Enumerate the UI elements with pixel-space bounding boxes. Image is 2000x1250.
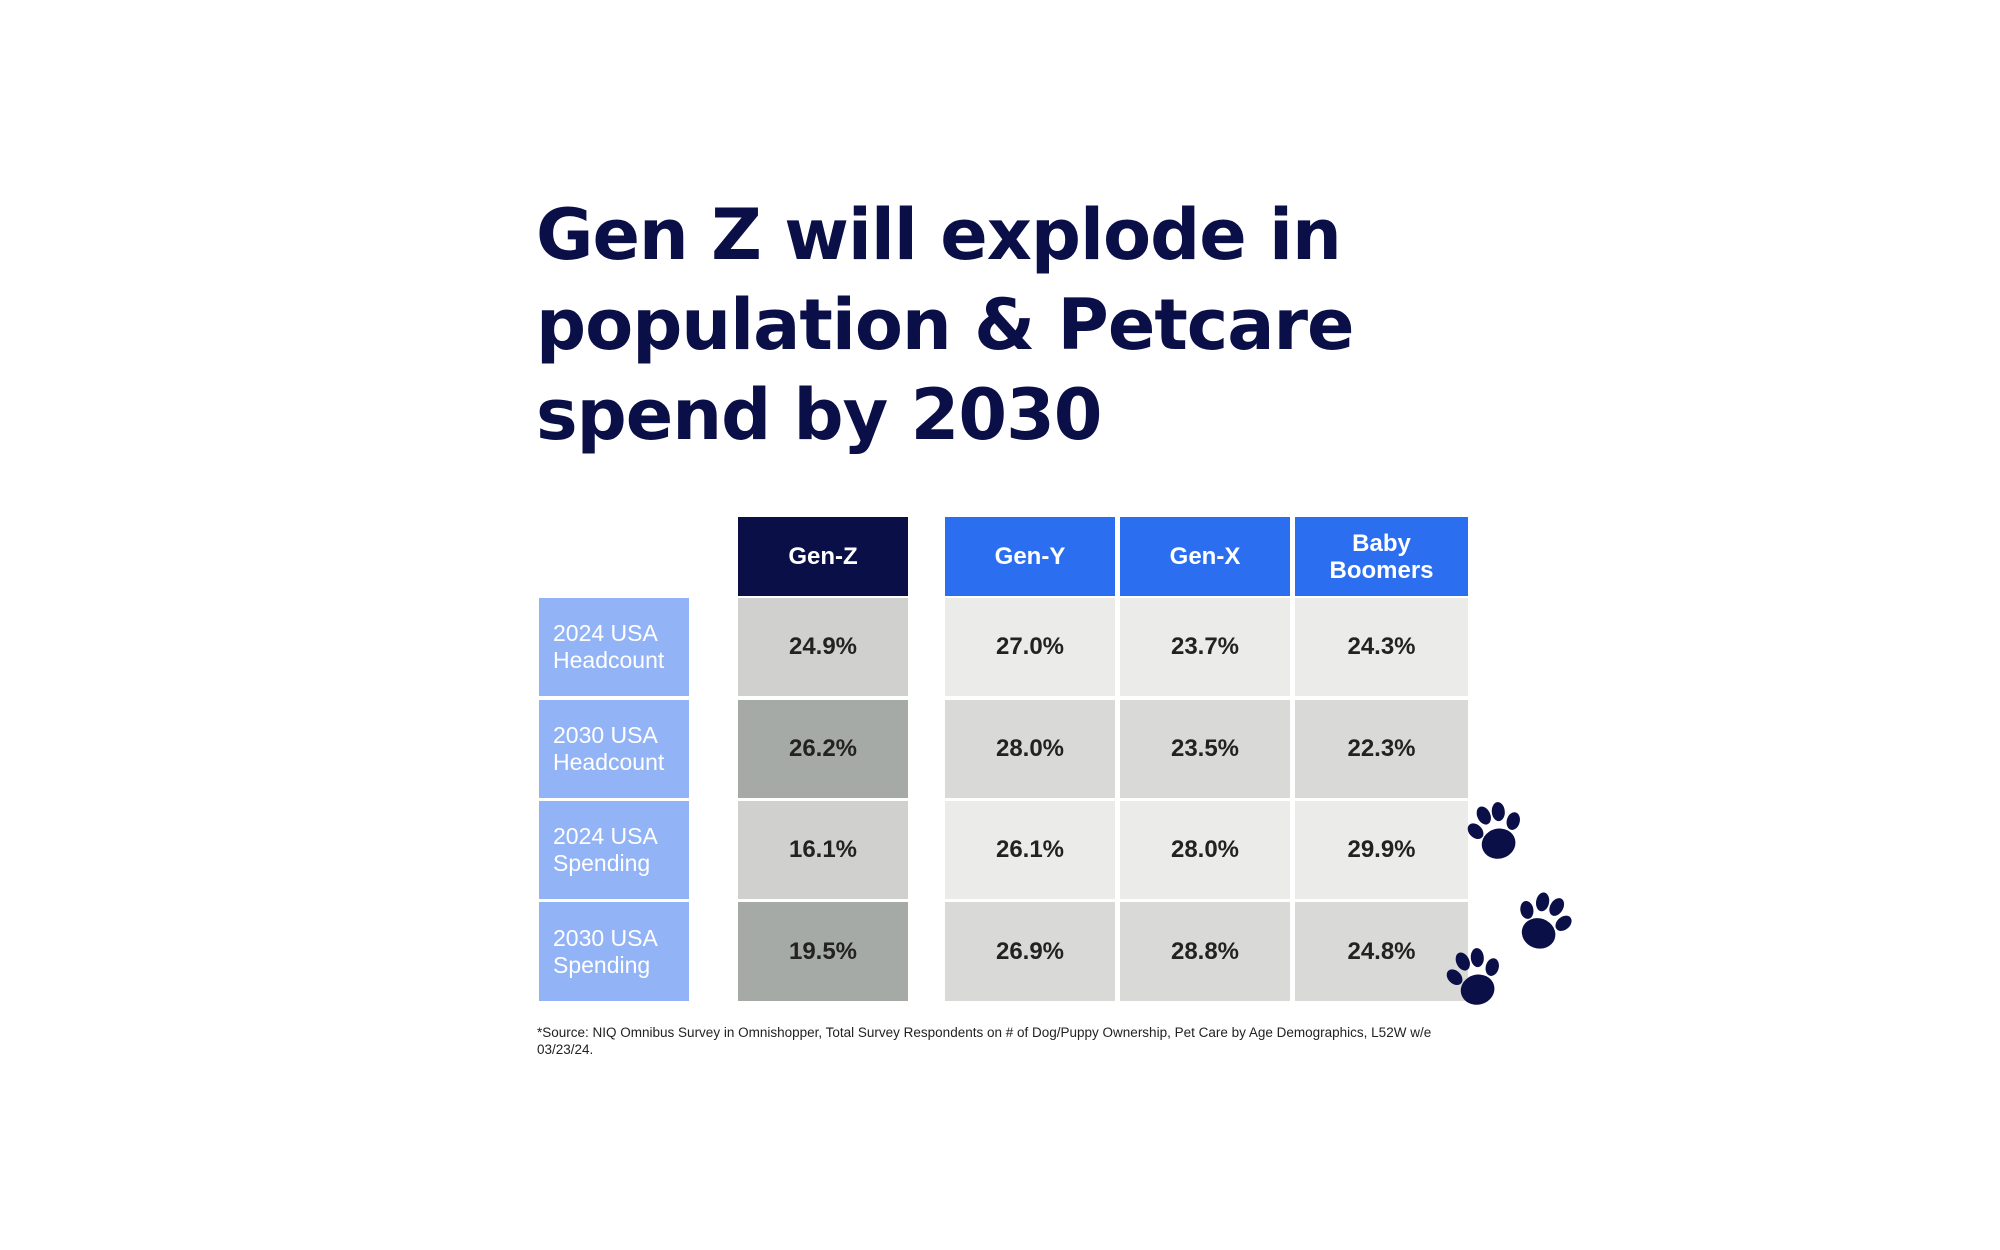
table-cell: 24.3% <box>1295 598 1468 696</box>
source-footnote: *Source: NIQ Omnibus Survey in Omnishopp… <box>537 1024 1477 1058</box>
table-cell: 26.9% <box>945 902 1115 1001</box>
title-line: Gen Z will explode in <box>536 194 1342 276</box>
row-label: 2030 USA Headcount <box>539 700 689 798</box>
row-label-line: 2030 USA <box>553 924 658 951</box>
table-cell: 24.9% <box>738 598 908 696</box>
table-cell: 23.5% <box>1120 700 1290 798</box>
column-header: Gen-X <box>1120 517 1290 596</box>
row-label-line: Headcount <box>553 647 665 673</box>
page-title: Gen Z will explode in population & Petca… <box>536 190 1436 460</box>
column-header-label: Gen-X <box>1169 543 1241 570</box>
footnote-line: 03/23/24. <box>537 1042 594 1057</box>
column-header-label: Baby <box>1352 529 1411 557</box>
column-header: Gen-Z <box>738 517 908 596</box>
row-label-line: Spending <box>553 850 651 876</box>
footnote-line: *Source: NIQ Omnibus Survey in Omnishopp… <box>537 1025 1432 1040</box>
column-header: Gen-Y <box>945 517 1115 596</box>
column-header-label: Gen-Z <box>788 543 858 570</box>
row-label-line: Headcount <box>553 749 665 775</box>
paw-print-icon <box>1506 884 1582 958</box>
table-cell: 29.9% <box>1295 801 1468 899</box>
column-header-label: Gen-Y <box>994 543 1066 570</box>
row-label: 2024 USA Spending <box>539 801 689 899</box>
column-header: Baby Boomers <box>1295 517 1468 596</box>
table-cell: 28.8% <box>1120 902 1290 1001</box>
row-label-line: 2030 USA <box>553 722 658 748</box>
table-cell: 26.2% <box>738 700 908 798</box>
column-header-label: Boomers <box>1329 556 1434 584</box>
row-label-line: Spending <box>553 951 651 978</box>
table-cell: 24.8% <box>1295 902 1468 1001</box>
title-line: spend by 2030 <box>536 374 1103 456</box>
paw-print-icon <box>1438 941 1511 1012</box>
row-label-line: 2024 USA <box>553 620 658 646</box>
table-cell: 16.1% <box>738 801 908 899</box>
row-label: 2030 USA Spending <box>539 902 689 1001</box>
table-cell: 22.3% <box>1295 700 1468 798</box>
table-cell: 23.7% <box>1120 598 1290 696</box>
row-label: 2024 USA Headcount <box>539 598 689 696</box>
table-cell: 28.0% <box>945 700 1115 798</box>
table-cell: 28.0% <box>1120 801 1290 899</box>
paw-print-icon <box>1459 795 1532 866</box>
title-line: population & Petcare <box>536 284 1355 366</box>
row-label-line: 2024 USA <box>553 823 658 849</box>
table-cell: 27.0% <box>945 598 1115 696</box>
table-cell: 19.5% <box>738 902 908 1001</box>
table-cell: 26.1% <box>945 801 1115 899</box>
